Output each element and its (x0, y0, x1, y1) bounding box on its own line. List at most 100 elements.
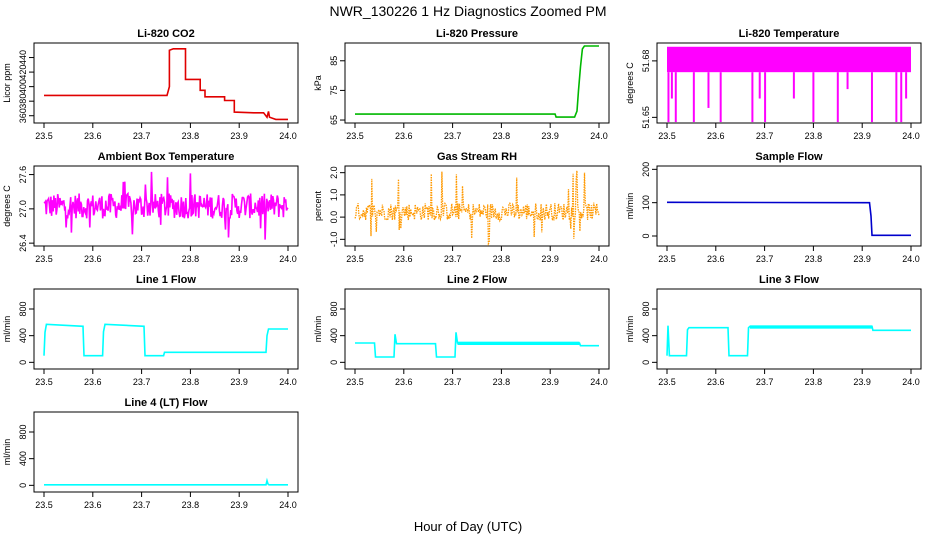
x-tick-label: 23.5 (35, 131, 53, 141)
x-tick-label: 23.8 (182, 377, 200, 387)
plot-frame (656, 42, 922, 124)
x-tick-label: 23.9 (853, 131, 871, 141)
plot-frame (344, 165, 610, 247)
panel-title: Line 2 Flow (447, 274, 507, 286)
panel-title: Ambient Box Temperature (98, 151, 235, 163)
panel-sample-flow: Sample Flow ml/min 23.5 23.6 23.7 23.8 23.9 24.… (625, 151, 922, 264)
x-tick-label: 23.7 (444, 377, 462, 387)
y-tick-label: 800 (18, 424, 28, 439)
x-tick-label: 23.6 (84, 254, 102, 264)
y-tick-label: 420 (18, 65, 28, 80)
x-tick-label: 23.6 (707, 377, 725, 387)
y-axis-label: degrees C (625, 62, 635, 104)
y-tick-label: 2.0 (329, 166, 339, 179)
x-tick-label: 23.8 (182, 254, 200, 264)
x-tick-label: 23.5 (35, 500, 53, 510)
plot-frame (344, 42, 610, 124)
panel-li-820-co2: Li-820 CO2 Licor ppm 23.5 23.6 23.7 23.8 23.9 2… (2, 28, 299, 141)
y-tick-label: 400 (18, 451, 28, 466)
y-tick-label: 1.0 (329, 189, 339, 202)
x-tick-label: 23.8 (805, 131, 823, 141)
panels-grid: Li-820 CO2 Licor ppm 23.5 23.6 23.7 23.8 23.9 2… (2, 28, 922, 510)
y-tick-label: 800 (329, 301, 339, 316)
x-tick-label: 23.7 (133, 500, 151, 510)
y-tick-label: 0 (641, 360, 651, 365)
x-tick-label: 23.6 (84, 131, 102, 141)
x-tick-label: 23.9 (230, 377, 248, 387)
y-axis-label: ml/min (2, 439, 12, 466)
panel-line-3-flow: Line 3 Flow ml/min 23.5 23.6 23.7 23.8 23.9 24.… (625, 274, 922, 387)
y-axis-label: ml/min (2, 316, 12, 343)
x-tick-label: 23.8 (805, 254, 823, 264)
plot-frame (344, 288, 610, 370)
x-tick-label: 23.5 (658, 377, 676, 387)
panel-line-2-flow: Line 2 Flow ml/min 23.5 23.6 23.7 23.8 23.9 24.… (313, 274, 610, 387)
y-axis-label: kPa (313, 75, 323, 91)
panel-title: Gas Stream RH (437, 151, 517, 163)
x-tick-label: 23.6 (84, 500, 102, 510)
series-line (355, 332, 599, 358)
series-line (43, 323, 288, 357)
x-tick-label: 23.7 (444, 254, 462, 264)
x-tick-label: 23.6 (707, 254, 725, 264)
y-tick-label: 440 (18, 50, 28, 65)
y-tick-label: 51.65 (641, 106, 651, 129)
y-tick-label: 400 (641, 328, 651, 343)
panel-line-1-flow: Line 1 Flow ml/min 23.5 23.6 23.7 23.8 23.9 24.… (2, 274, 299, 387)
panel-title: Line 4 (LT) Flow (125, 397, 208, 409)
y-tick-label: 0.0 (329, 211, 339, 224)
x-tick-label: 24.0 (279, 500, 297, 510)
plot-frame (33, 42, 299, 124)
x-tick-label: 23.5 (658, 131, 676, 141)
x-tick-label: 23.7 (133, 377, 151, 387)
x-tick-label: 23.9 (230, 254, 248, 264)
y-axis-label: ml/min (625, 193, 635, 220)
series-line (666, 325, 911, 357)
x-tick-label: 23.5 (35, 377, 53, 387)
y-axis-label: ml/min (313, 316, 323, 343)
series-line (44, 47, 288, 121)
plot-frame (33, 165, 299, 247)
x-tick-label: 23.7 (133, 131, 151, 141)
plot-frame (33, 288, 299, 370)
x-tick-label: 23.5 (346, 377, 364, 387)
panel-title: Li-820 CO2 (137, 28, 194, 40)
figure-xlabel: Hour of Day (UTC) (414, 519, 522, 534)
panel-gas-stream-rh: Gas Stream RH percent 23.5 23.6 23.7 23.8 23.9… (313, 151, 610, 264)
y-tick-label: 400 (18, 328, 28, 343)
x-tick-label: 24.0 (902, 377, 920, 387)
x-tick-label: 23.9 (541, 254, 559, 264)
y-tick-label: 26.4 (18, 234, 28, 252)
x-tick-label: 23.9 (541, 131, 559, 141)
panel-line-4-lt-flow: Line 4 (LT) Flow ml/min 23.5 23.6 23.7 23.8 23… (2, 397, 299, 510)
x-tick-label: 24.0 (279, 377, 297, 387)
y-axis-label: Licor ppm (2, 63, 12, 103)
series-line (355, 45, 599, 118)
y-tick-label: 85 (329, 56, 339, 66)
y-tick-label: 0 (641, 233, 651, 238)
series-band (667, 46, 911, 73)
panel-title: Line 1 Flow (136, 274, 196, 286)
x-tick-label: 24.0 (902, 254, 920, 264)
x-tick-label: 24.0 (902, 131, 920, 141)
y-tick-label: 27.6 (18, 166, 28, 184)
x-tick-label: 23.7 (756, 254, 774, 264)
x-tick-label: 23.5 (35, 254, 53, 264)
x-tick-label: 23.7 (756, 131, 774, 141)
x-tick-label: 23.9 (230, 500, 248, 510)
y-tick-label: 200 (641, 162, 651, 177)
y-tick-label: 360 (18, 108, 28, 123)
panel-li-820-pressure: Li-820 Pressure kPa 23.5 23.6 23.7 23.8 23.9 24… (313, 28, 610, 141)
y-tick-label: 0 (18, 483, 28, 488)
y-tick-label: 27.0 (18, 200, 28, 218)
x-tick-label: 23.8 (182, 500, 200, 510)
x-tick-label: 23.9 (541, 377, 559, 387)
y-tick-label: 51.68 (641, 50, 651, 73)
x-tick-label: 23.6 (395, 131, 413, 141)
plot-frame (656, 288, 922, 370)
y-tick-label: 800 (18, 301, 28, 316)
x-tick-label: 23.7 (756, 377, 774, 387)
x-tick-label: 23.8 (493, 131, 511, 141)
plot-frame (33, 411, 299, 493)
